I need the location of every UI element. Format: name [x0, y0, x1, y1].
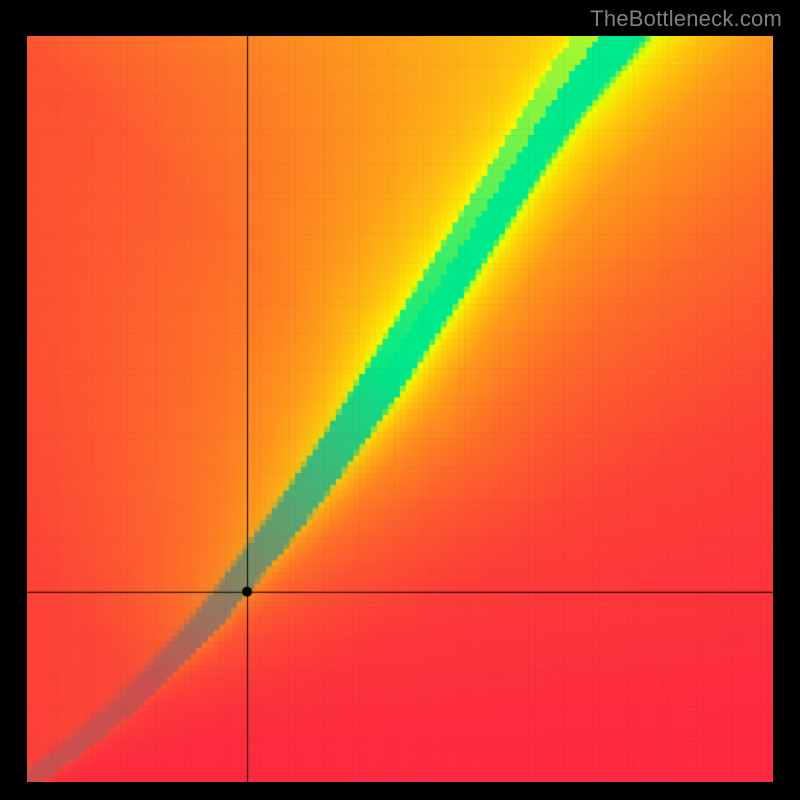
chart-container: TheBottleneck.com: [0, 0, 800, 800]
heatmap-canvas: [27, 36, 773, 782]
watermark-text: TheBottleneck.com: [590, 6, 782, 32]
heatmap-plot: [27, 36, 773, 782]
